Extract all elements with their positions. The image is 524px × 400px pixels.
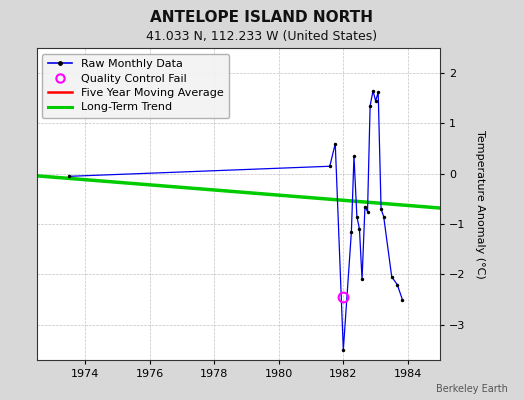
Y-axis label: Temperature Anomaly (°C): Temperature Anomaly (°C)	[475, 130, 485, 278]
Text: 41.033 N, 112.233 W (United States): 41.033 N, 112.233 W (United States)	[146, 30, 378, 43]
Text: ANTELOPE ISLAND NORTH: ANTELOPE ISLAND NORTH	[150, 10, 374, 25]
Legend: Raw Monthly Data, Quality Control Fail, Five Year Moving Average, Long-Term Tren: Raw Monthly Data, Quality Control Fail, …	[42, 54, 230, 118]
Text: Berkeley Earth: Berkeley Earth	[436, 384, 508, 394]
